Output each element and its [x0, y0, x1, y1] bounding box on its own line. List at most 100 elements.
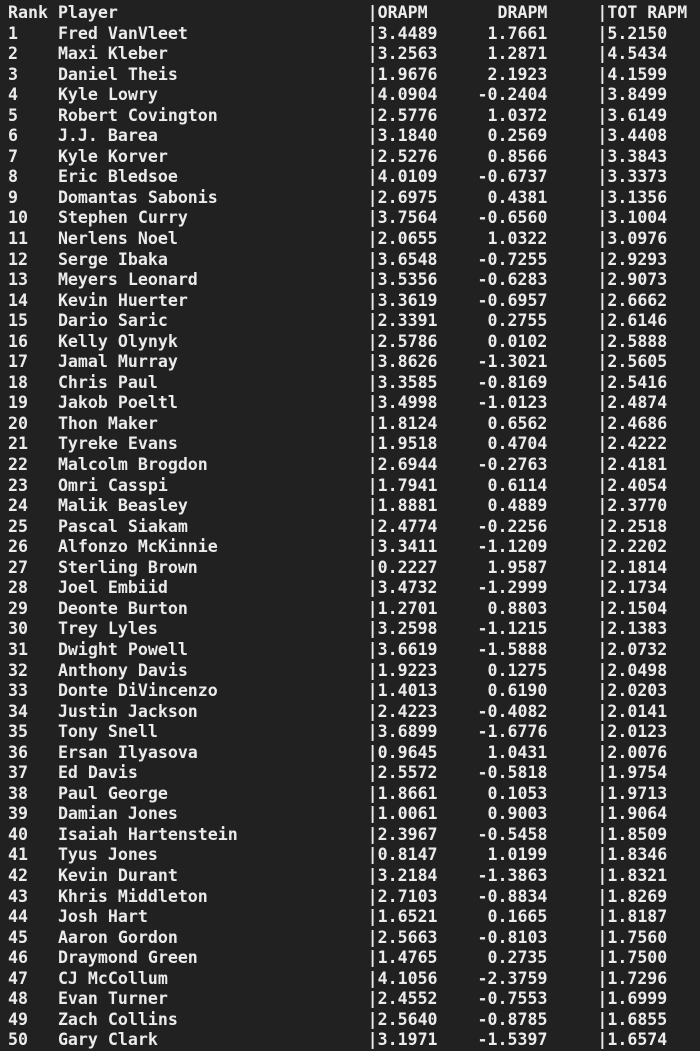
row-drapm: -0.5818: [477, 763, 548, 783]
row-rank: 20: [8, 413, 28, 433]
table-row: 30 Trey Lyles |3.2598 -1.1215 |2.1383: [8, 619, 700, 640]
row-orapm: 1.4013: [377, 681, 438, 701]
row-rank: 50: [8, 1030, 28, 1050]
row-drapm: -0.8834: [477, 886, 548, 906]
tot-rapm-pipe: |: [597, 619, 608, 639]
orapm-pipe: |: [367, 598, 378, 618]
orapm-pipe: |: [367, 311, 378, 331]
row-orapm: 1.6521: [377, 907, 438, 927]
row-drapm: 0.4704: [487, 434, 548, 454]
row-rank: 49: [8, 1009, 28, 1029]
row-orapm: 3.3585: [377, 372, 438, 392]
row-tot-rapm: 2.9293: [607, 249, 668, 269]
row-drapm: -0.6957: [477, 290, 548, 310]
row-drapm: 0.6190: [487, 681, 548, 701]
orapm-pipe: |: [367, 23, 378, 43]
row-orapm: 3.4998: [377, 393, 438, 413]
tot-rapm-pipe: |: [597, 639, 608, 659]
row-drapm: 0.1665: [487, 907, 548, 927]
table-row: 7 Kyle Korver |2.5276 0.8566 |3.3843: [8, 147, 700, 168]
orapm-pipe: |: [367, 578, 378, 598]
row-rank: 5: [8, 105, 18, 125]
orapm-pipe: |: [367, 413, 378, 433]
row-rank: 25: [8, 516, 28, 536]
row-rank: 39: [8, 804, 28, 824]
row-tot-rapm: 2.4874: [607, 393, 668, 413]
row-player: Alfonzo McKinnie: [57, 537, 218, 557]
row-orapm: 1.7941: [377, 475, 438, 495]
row-player: Damian Jones: [57, 804, 178, 824]
row-rank: 11: [8, 229, 28, 249]
table-row: 1 Fred VanVleet |3.4489 1.7661 |5.2150: [8, 24, 700, 45]
tot-rapm-pipe: |: [597, 845, 608, 865]
row-player: Paul George: [57, 783, 168, 803]
row-drapm: 0.8803: [487, 598, 548, 618]
table-row: 24 Malik Beasley |1.8881 0.4889 |2.3770: [8, 496, 700, 517]
row-player: Tony Snell: [57, 722, 158, 742]
row-tot-rapm: 2.4054: [607, 475, 668, 495]
row-player: Khris Middleton: [57, 886, 208, 906]
row-rank: 23: [8, 475, 28, 495]
row-tot-rapm: 1.9713: [607, 783, 668, 803]
tot-rapm-pipe: |: [597, 270, 608, 290]
orapm-pipe: |: [367, 270, 378, 290]
table-row: 3 Daniel Theis |1.9676 2.1923 |4.1599: [8, 65, 700, 86]
orapm-pipe: |: [367, 537, 378, 557]
table-row: 15 Dario Saric |2.3391 0.2755 |2.6146: [8, 311, 700, 332]
row-player: Nerlens Noel: [57, 229, 178, 249]
row-player: Justin Jackson: [57, 701, 198, 721]
row-rank: 24: [8, 496, 28, 516]
tot-rapm-pipe: |: [597, 989, 608, 1009]
row-tot-rapm: 3.1356: [607, 187, 668, 207]
row-drapm: -1.1215: [477, 619, 548, 639]
row-tot-rapm: 3.4408: [607, 126, 668, 146]
tot-rapm-pipe: |: [597, 85, 608, 105]
orapm-pipe: |: [367, 167, 378, 187]
row-drapm: -0.2256: [477, 516, 548, 536]
row-orapm: 1.4765: [377, 948, 438, 968]
row-orapm: 3.7564: [377, 208, 438, 228]
orapm-pipe: |: [367, 64, 378, 84]
row-player: J.J. Barea: [57, 126, 158, 146]
row-drapm: 2.1923: [487, 64, 548, 84]
row-rank: 28: [8, 578, 28, 598]
row-rank: 31: [8, 639, 28, 659]
orapm-pipe: |: [367, 85, 378, 105]
table-row: 13 Meyers Leonard |3.5356 -0.6283 |2.9073: [8, 270, 700, 291]
row-player: Eric Bledsoe: [57, 167, 178, 187]
table-row: 16 Kelly Olynyk |2.5786 0.0102 |2.5888: [8, 332, 700, 353]
row-orapm: 2.5572: [377, 763, 438, 783]
table-row: 6 J.J. Barea |3.1840 0.2569 |3.4408: [8, 126, 700, 147]
table-row: 18 Chris Paul |3.3585 -0.8169 |2.5416: [8, 373, 700, 394]
tot-rapm-pipe: |: [597, 598, 608, 618]
row-drapm: -1.6776: [477, 722, 548, 742]
row-drapm: -1.1209: [477, 537, 548, 557]
orapm-pipe: |: [367, 927, 378, 947]
row-rank: 48: [8, 989, 28, 1009]
row-rank: 46: [8, 948, 28, 968]
row-tot-rapm: 2.4222: [607, 434, 668, 454]
row-player: Pascal Siakam: [57, 516, 188, 536]
row-player: Ersan Ilyasova: [57, 742, 198, 762]
orapm-pipe: |: [367, 824, 378, 844]
row-rank: 9: [8, 187, 18, 207]
row-rank: 34: [8, 701, 28, 721]
orapm-pipe: |: [367, 455, 378, 475]
row-drapm: 1.2871: [487, 44, 548, 64]
tot-rapm-pipe: |: [597, 722, 608, 742]
row-orapm: 1.8881: [377, 496, 438, 516]
row-drapm: -1.5888: [477, 639, 548, 659]
row-drapm: 0.6562: [487, 413, 548, 433]
row-tot-rapm: 2.6146: [607, 311, 668, 331]
row-tot-rapm: 2.9073: [607, 270, 668, 290]
table-row: 9 Domantas Sabonis |2.6975 0.4381 |3.1356: [8, 188, 700, 209]
row-drapm: 0.0102: [487, 331, 548, 351]
table-row: 41 Tyus Jones |0.8147 1.0199 |1.8346: [8, 845, 700, 866]
orapm-pipe: |: [367, 865, 378, 885]
row-tot-rapm: 2.0498: [607, 660, 668, 680]
row-rank: 14: [8, 290, 28, 310]
row-rank: 44: [8, 907, 28, 927]
row-orapm: 3.2184: [377, 865, 438, 885]
table-row: 19 Jakob Poeltl |3.4998 -1.0123 |2.4874: [8, 393, 700, 414]
header-player: Player: [57, 3, 118, 22]
